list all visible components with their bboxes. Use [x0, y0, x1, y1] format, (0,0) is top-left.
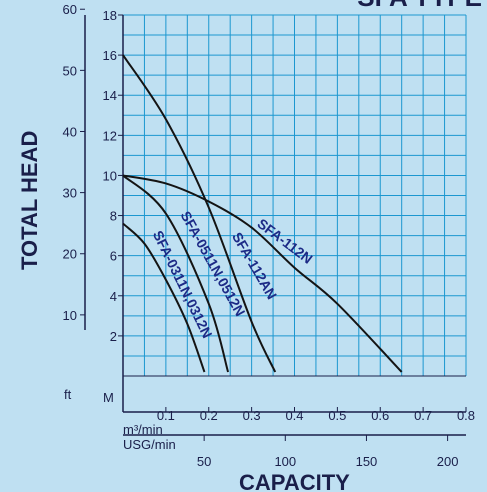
- y2-tick-label: 10: [63, 308, 77, 323]
- x-tick-label: 0.4: [285, 408, 303, 423]
- x-axis-title: CAPACITY: [239, 470, 350, 492]
- y-unit-secondary: ft: [64, 387, 72, 402]
- x2-tick-label: 200: [437, 454, 459, 469]
- x2-tick-label: 50: [197, 454, 211, 469]
- y-unit-primary: M: [103, 390, 114, 405]
- x-tick-label: 0.7: [414, 408, 432, 423]
- x-tick-label: 0.2: [200, 408, 218, 423]
- x-unit-secondary: USG/min: [123, 437, 176, 452]
- y2-tick-label: 60: [63, 2, 77, 17]
- y-tick-label: 2: [110, 329, 117, 344]
- y-tick-label: 18: [103, 8, 117, 23]
- y-tick-label: 8: [110, 209, 117, 224]
- y-tick-label: 6: [110, 249, 117, 264]
- y-tick-label: 4: [110, 289, 117, 304]
- x-unit-primary: m³/min: [123, 422, 163, 437]
- x-tick-label: 0.1: [157, 408, 175, 423]
- y2-tick-label: 50: [63, 63, 77, 78]
- y-tick-label: 16: [103, 48, 117, 63]
- chart-title: SFA TYPE: [357, 0, 482, 12]
- y2-tick-label: 30: [63, 186, 77, 201]
- x-tick-label: 0.5: [328, 408, 346, 423]
- x-tick-label: 0.8: [457, 408, 475, 423]
- x2-tick-label: 150: [356, 454, 378, 469]
- y2-tick-label: 40: [63, 124, 77, 139]
- y-tick-label: 10: [103, 168, 117, 183]
- x-tick-label: 0.6: [371, 408, 389, 423]
- x2-tick-label: 100: [274, 454, 296, 469]
- x-tick-label: 0.3: [243, 408, 261, 423]
- y-axis-title: TOTAL HEAD: [17, 131, 42, 270]
- y-tick-label: 14: [103, 88, 117, 103]
- y-tick-label: 12: [103, 128, 117, 143]
- y2-tick-label: 20: [63, 247, 77, 262]
